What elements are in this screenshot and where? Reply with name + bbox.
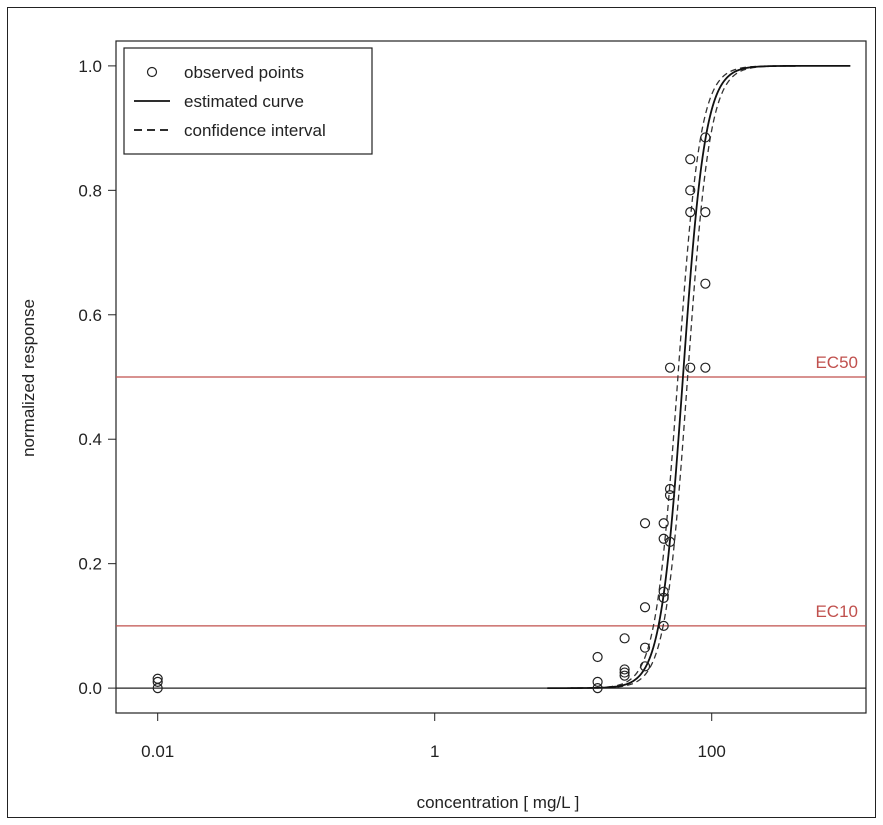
observed-point bbox=[152, 673, 163, 684]
observed-point bbox=[658, 586, 669, 597]
observed-point bbox=[658, 533, 669, 544]
observed-point bbox=[592, 683, 603, 694]
y-tick-label: 0.0 bbox=[78, 679, 102, 698]
y-axis-label: normalized response bbox=[19, 299, 38, 457]
observed-point bbox=[700, 132, 711, 143]
observed-point bbox=[592, 676, 603, 687]
observed-point bbox=[639, 518, 651, 529]
y-tick-label: 1.0 bbox=[78, 57, 102, 76]
legend-label: observed points bbox=[184, 63, 304, 82]
reference-label-ec10: EC10 bbox=[815, 602, 858, 621]
x-tick-label: 100 bbox=[698, 742, 726, 761]
observed-point bbox=[685, 185, 696, 196]
y-tick-label: 0.2 bbox=[78, 555, 102, 574]
x-tick-label: 0.01 bbox=[141, 742, 174, 761]
observed-point bbox=[700, 362, 711, 373]
legend-label: estimated curve bbox=[184, 92, 304, 111]
observed-point bbox=[685, 207, 696, 218]
observed-point bbox=[664, 362, 676, 373]
y-tick-label: 0.4 bbox=[78, 430, 102, 449]
observed-point bbox=[658, 592, 669, 603]
plot-area: EC50 EC10 0.0 0.2 0.4 0.6 0.8 1.0 0.01 1 100 observ… bbox=[78, 40, 867, 761]
observed-point bbox=[700, 207, 711, 218]
estimated-curve bbox=[547, 64, 851, 690]
observed-point bbox=[592, 651, 603, 663]
observed-point bbox=[619, 667, 630, 678]
y-tick-label: 0.8 bbox=[78, 181, 102, 200]
observed-point bbox=[664, 483, 676, 495]
observed-point bbox=[619, 670, 630, 681]
legend-marker-circle bbox=[146, 66, 158, 78]
observed-point bbox=[658, 620, 669, 631]
observed-point bbox=[685, 154, 696, 165]
observed-point bbox=[639, 661, 651, 672]
observed-point bbox=[664, 536, 676, 547]
observed-point bbox=[658, 518, 669, 529]
observed-point bbox=[152, 676, 163, 687]
observed-point bbox=[639, 602, 651, 613]
x-tick-label: 1 bbox=[430, 742, 439, 761]
observed-point bbox=[685, 362, 696, 373]
legend-label: confidence interval bbox=[184, 121, 326, 140]
observed-point bbox=[700, 278, 711, 289]
x-axis-label: concentration [ mg/L ] bbox=[417, 793, 580, 812]
observed-point bbox=[639, 642, 651, 653]
reference-label-ec50: EC50 bbox=[815, 353, 858, 372]
y-tick-label: 0.6 bbox=[78, 306, 102, 325]
observed-point bbox=[619, 664, 630, 675]
observed-point bbox=[664, 490, 676, 501]
observed-point bbox=[619, 633, 630, 644]
